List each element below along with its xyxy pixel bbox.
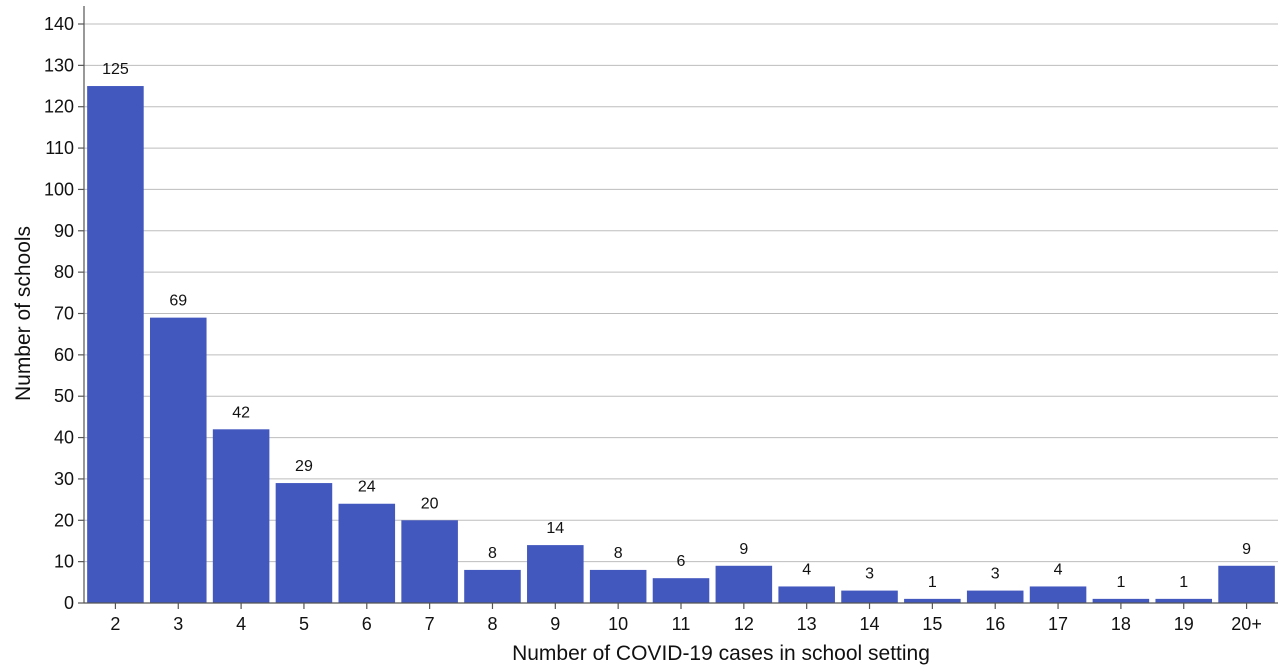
bar [589, 569, 647, 603]
data-label: 3 [865, 566, 874, 583]
y-tick-label: 100 [44, 179, 74, 199]
x-tick-label: 8 [487, 614, 497, 634]
x-tick-label: 13 [797, 614, 817, 634]
bar [464, 569, 521, 603]
y-axis-title: Number of schools [12, 226, 35, 401]
bar [401, 520, 458, 603]
x-tick-label: 18 [1111, 614, 1131, 634]
data-label: 20 [421, 495, 439, 512]
x-tick-label: 19 [1174, 614, 1194, 634]
bar [149, 317, 207, 603]
y-tick-label: 90 [54, 221, 74, 241]
bar [87, 86, 144, 604]
bars [87, 86, 1275, 604]
y-tick-label: 130 [44, 55, 74, 75]
y-tick-label: 110 [45, 138, 74, 158]
bar [841, 590, 898, 603]
data-label: 3 [991, 566, 1000, 583]
y-tick-label: 50 [54, 386, 74, 406]
x-tick-label: 12 [734, 614, 754, 634]
data-label: 14 [546, 520, 564, 537]
data-label: 9 [739, 541, 748, 558]
x-tick-label: 3 [173, 614, 183, 634]
bar [212, 429, 270, 603]
data-label: 29 [295, 458, 313, 475]
x-tick-label: 10 [608, 614, 628, 634]
y-tick-label: 30 [54, 469, 74, 489]
data-label: 8 [488, 545, 497, 562]
bar [904, 598, 961, 603]
data-label: 1 [1179, 574, 1188, 591]
bar [275, 483, 333, 603]
bar [338, 503, 396, 603]
x-tick-label: 11 [672, 614, 691, 634]
y-tick-label: 40 [54, 428, 74, 448]
x-tick-label: 9 [550, 614, 560, 634]
x-tick-label: 5 [299, 614, 309, 634]
bar [527, 545, 584, 603]
bar [715, 565, 773, 603]
x-tick-label: 4 [236, 614, 246, 634]
data-label: 125 [102, 61, 129, 78]
y-tick-label: 140 [44, 14, 74, 34]
x-tick-label: 6 [362, 614, 372, 634]
bar [1092, 598, 1150, 603]
data-label: 1 [928, 574, 937, 591]
data-label: 4 [802, 561, 811, 578]
y-tick-label: 60 [54, 345, 74, 365]
x-tick-label: 15 [922, 614, 942, 634]
y-tick-label: 10 [54, 552, 74, 572]
x-tick-label: 20+ [1231, 614, 1262, 634]
data-label: 24 [358, 479, 376, 496]
bar [1029, 586, 1087, 603]
x-tick-label: 7 [425, 614, 435, 634]
bar [652, 578, 710, 603]
x-tick-label: 14 [860, 614, 880, 634]
bar [778, 586, 835, 603]
y-tick-label: 20 [54, 510, 74, 530]
bar [1155, 598, 1213, 603]
bar [1218, 565, 1275, 603]
data-label: 42 [232, 404, 250, 421]
x-axis-title: Number of COVID-19 cases in school setti… [512, 642, 930, 665]
data-label: 1 [1116, 574, 1125, 591]
data-label: 69 [169, 293, 187, 310]
y-tick-label: 70 [54, 304, 74, 324]
bar [966, 590, 1024, 603]
x-tick-label: 17 [1048, 614, 1068, 634]
data-label: 4 [1054, 561, 1063, 578]
x-tick-label: 2 [110, 614, 120, 634]
gridlines [84, 23, 1278, 563]
y-tick-label: 0 [64, 593, 74, 613]
y-tick-label: 80 [54, 262, 74, 282]
data-label: 6 [677, 553, 686, 570]
data-label: 8 [614, 545, 623, 562]
data-label: 9 [1242, 541, 1251, 558]
x-tick-label: 16 [985, 614, 1005, 634]
y-tick-label: 120 [44, 97, 74, 117]
